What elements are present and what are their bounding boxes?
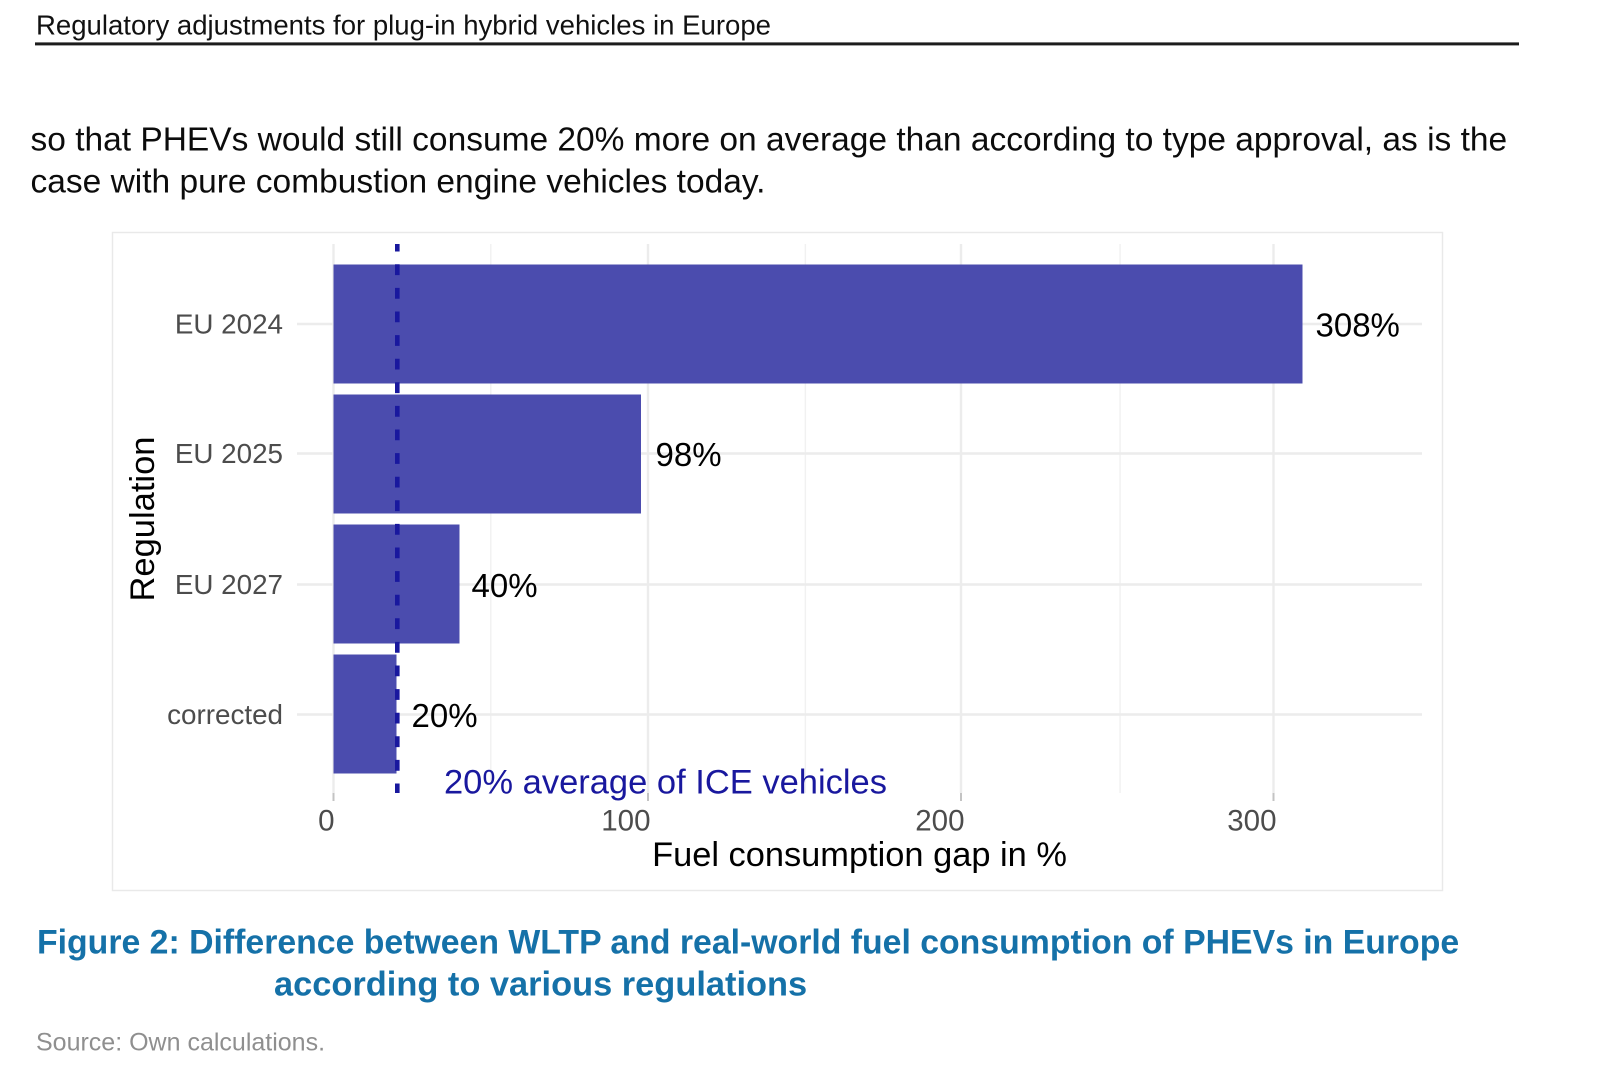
svg-text:case with pure combustion engi: case with pure combustion engine vehicle… (31, 164, 766, 201)
svg-text:EU 2027: EU 2027 (175, 569, 283, 600)
svg-text:20%: 20% (412, 697, 478, 734)
svg-text:308%: 308% (1316, 306, 1400, 343)
svg-text:EU 2025: EU 2025 (175, 438, 283, 469)
svg-text:according to various regulatio: according to various regulations (274, 966, 807, 1004)
svg-text:100: 100 (601, 805, 650, 838)
svg-text:Regulatory adjustments for plu: Regulatory adjustments for plug-in hybri… (36, 10, 771, 41)
svg-text:20% average of ICE vehicles: 20% average of ICE vehicles (444, 764, 887, 802)
svg-text:corrected: corrected (167, 699, 283, 730)
svg-text:Figure 2: Difference between W: Figure 2: Difference between WLTP and re… (37, 924, 1459, 962)
svg-text:0: 0 (318, 805, 334, 838)
svg-text:Source: Own calculations.: Source: Own calculations. (36, 1029, 325, 1057)
svg-text:98%: 98% (656, 436, 722, 473)
svg-text:so that PHEVs would still cons: so that PHEVs would still consume 20% mo… (31, 122, 1508, 159)
svg-text:300: 300 (1227, 805, 1276, 838)
svg-text:200: 200 (915, 805, 964, 838)
svg-text:Regulation: Regulation (124, 437, 162, 602)
svg-text:40%: 40% (472, 567, 538, 604)
svg-text:EU 2024: EU 2024 (175, 309, 283, 340)
svg-text:Fuel consumption gap in %: Fuel consumption gap in % (652, 836, 1067, 874)
